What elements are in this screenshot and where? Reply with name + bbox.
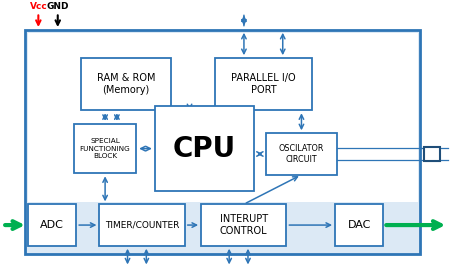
Text: RAM & ROM
(Memory): RAM & ROM (Memory) [97,73,155,95]
Bar [28,204,76,246]
Text: DAC: DAC [347,220,371,230]
Bar [424,147,440,161]
Text: Vcc: Vcc [30,2,47,11]
Text: OSCILATOR
CIRCUIT: OSCILATOR CIRCUIT [279,144,324,164]
Bar [99,204,185,246]
Bar [81,58,171,110]
Bar [335,204,383,246]
Bar [146,104,349,194]
Bar [155,106,254,191]
Text: ADC: ADC [40,220,64,230]
Text: TIMER/COUNTER: TIMER/COUNTER [105,221,179,229]
Bar [215,58,312,110]
Bar [266,133,337,175]
Bar [201,204,286,246]
Text: INTERUPT
CONTROL: INTERUPT CONTROL [219,214,268,236]
Bar [28,33,418,202]
Text: SPECIAL
FUNCTIONING
BLOCK: SPECIAL FUNCTIONING BLOCK [80,138,130,159]
Text: CPU: CPU [173,135,236,163]
Text: GND: GND [47,2,69,11]
Bar [74,124,136,173]
Text: PARALLEL I/O
PORT: PARALLEL I/O PORT [231,73,296,95]
Bar [25,30,420,254]
